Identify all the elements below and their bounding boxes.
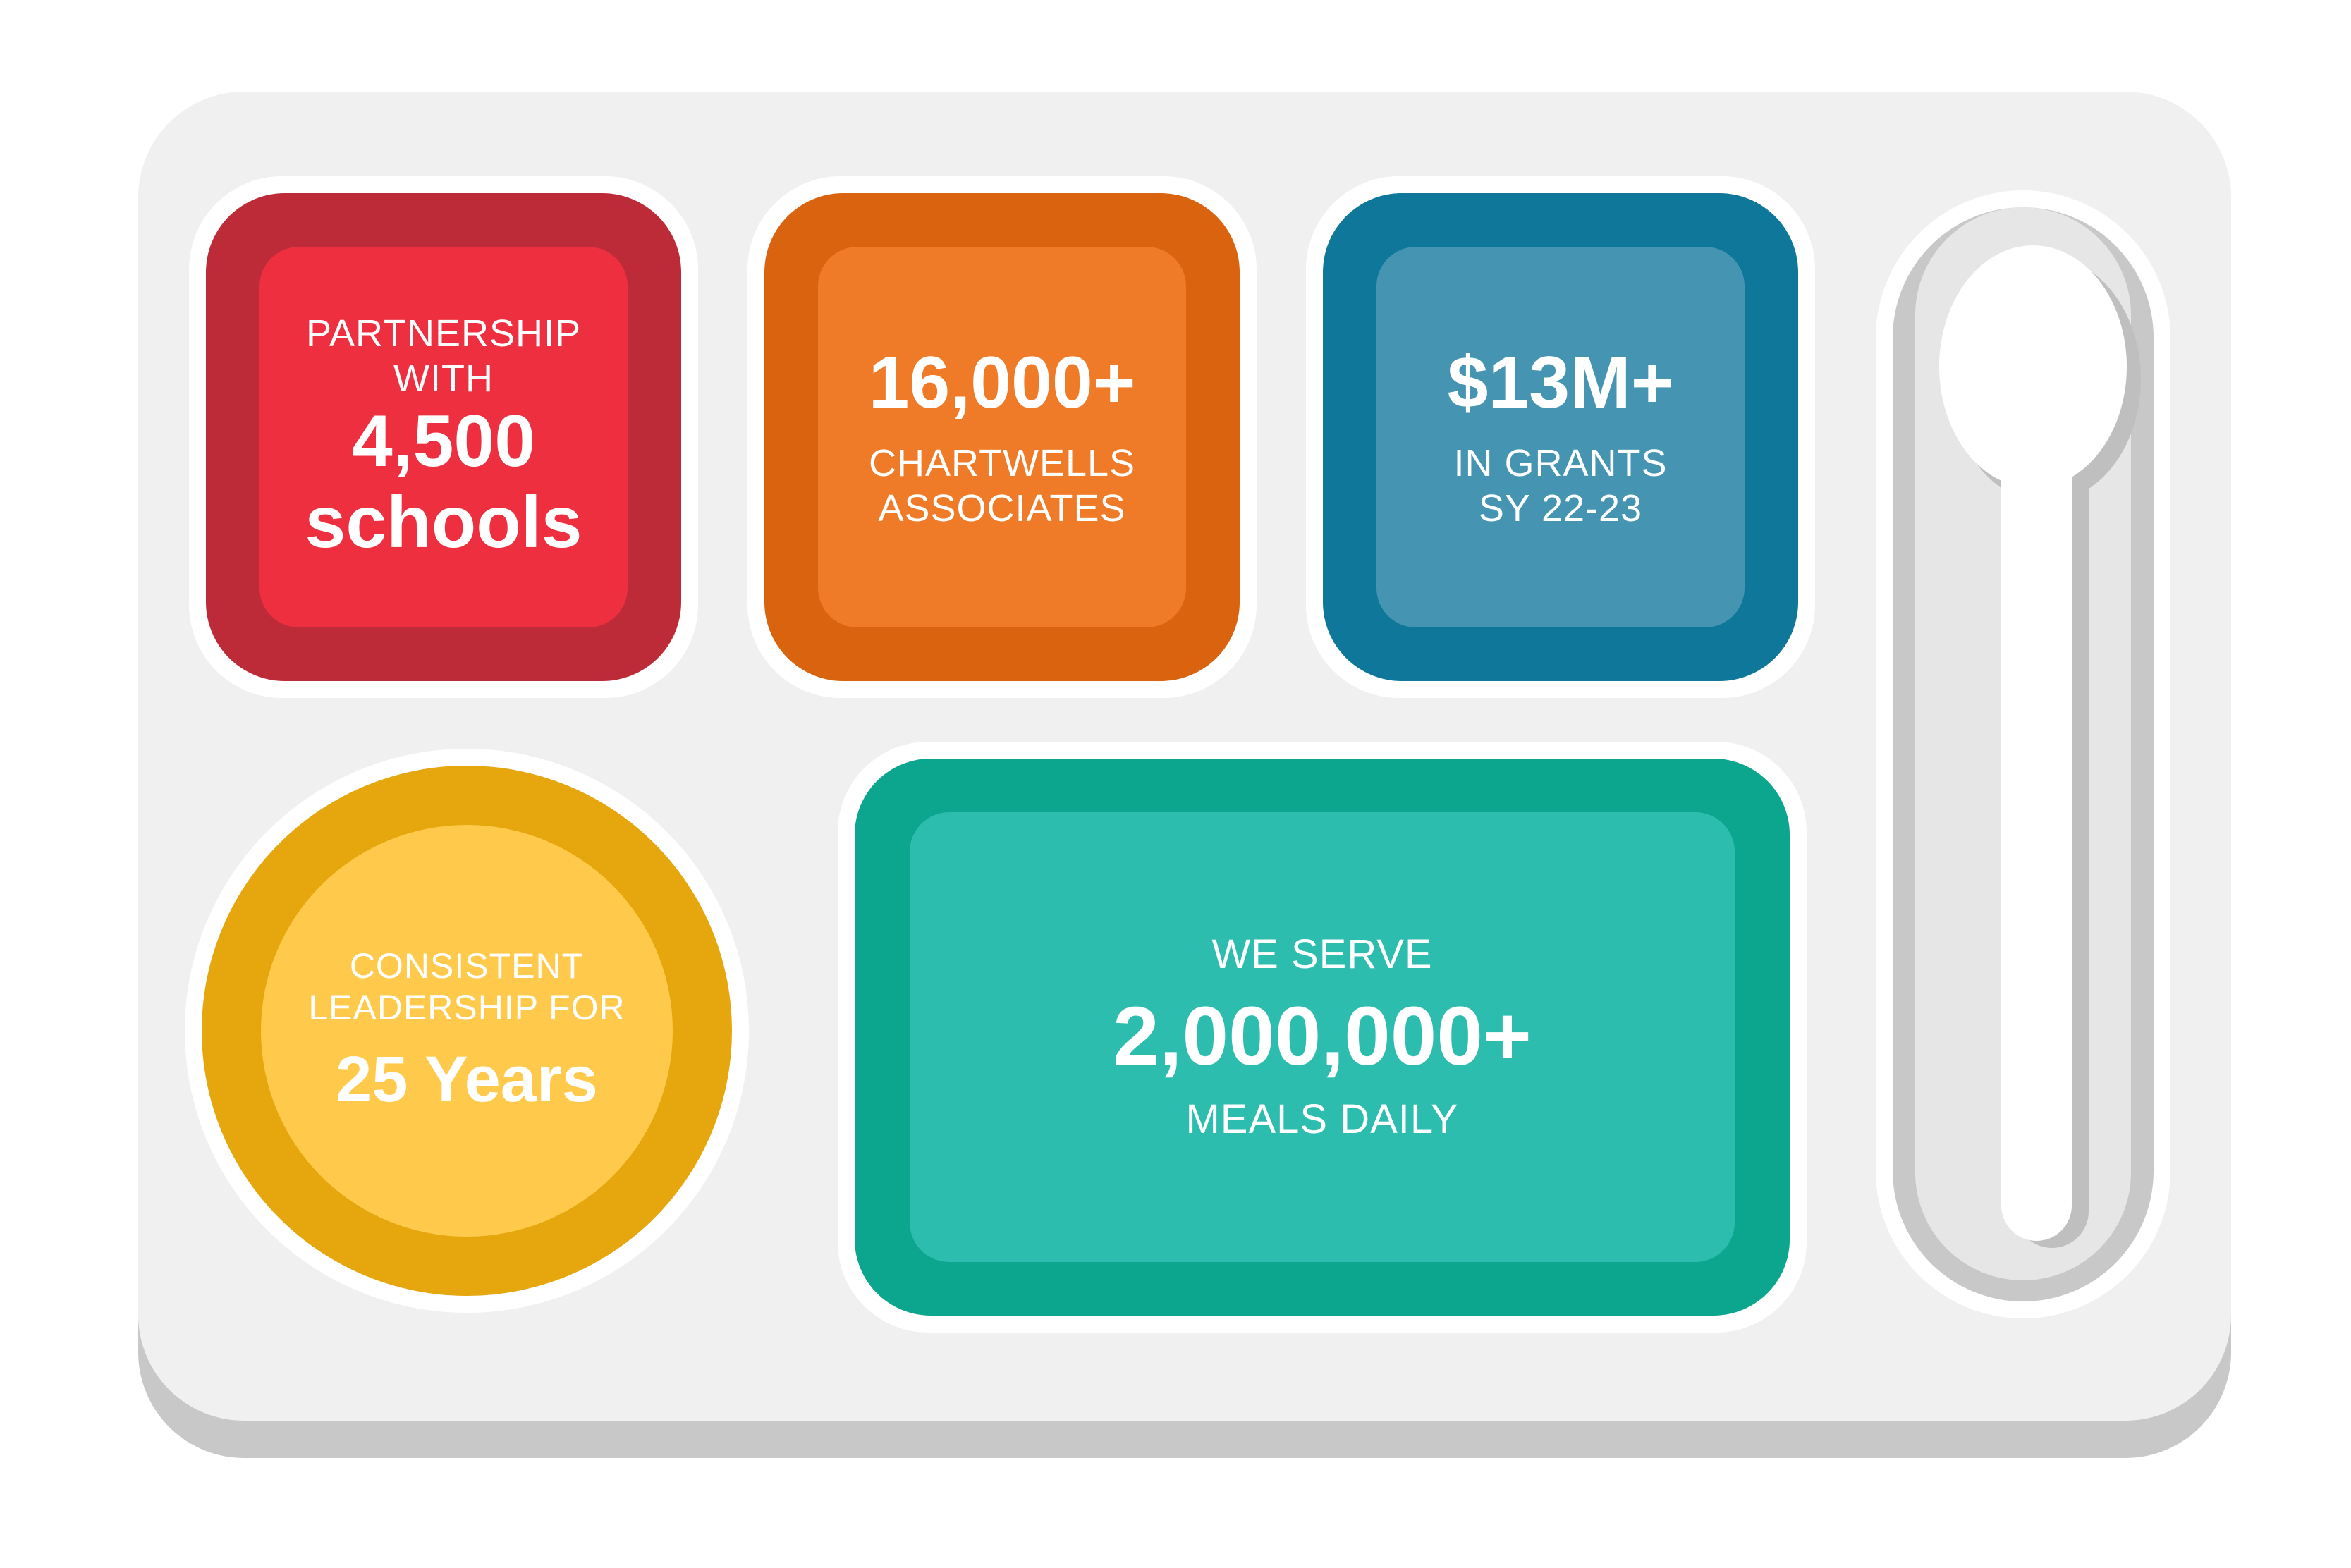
card-grants[interactable]: $13M+ IN GRANTS SY 22-23 — [1376, 247, 1745, 627]
card-leadership-label-top: CONSISTENT LEADERSHIP FOR — [308, 946, 625, 1028]
spoon-bowl-icon — [1939, 245, 2127, 488]
card-meals-value: 2,000,000+ — [1113, 990, 1532, 1084]
card-schools-value: 4,500 schools — [305, 400, 582, 563]
card-meals-label-bottom: MEALS DAILY — [1185, 1096, 1459, 1142]
card-associates-value: 16,000+ — [868, 342, 1136, 424]
card-leadership-value: 25 Years — [336, 1043, 598, 1116]
card-leadership[interactable]: CONSISTENT LEADERSHIP FOR 25 Years — [261, 825, 673, 1237]
card-grants-value: $13M+ — [1447, 342, 1674, 424]
card-schools-label-top: PARTNERSHIP WITH — [305, 312, 582, 400]
card-meals[interactable]: WE SERVE 2,000,000+ MEALS DAILY — [910, 812, 1735, 1262]
card-associates-label-bottom: CHARTWELLS ASSOCIATES — [868, 442, 1136, 530]
spoon-handle-icon — [2001, 437, 2072, 1241]
card-grants-label-bottom: IN GRANTS SY 22-23 — [1453, 442, 1668, 530]
card-associates[interactable]: 16,000+ CHARTWELLS ASSOCIATES — [818, 247, 1186, 627]
card-schools[interactable]: PARTNERSHIP WITH 4,500 schools — [259, 247, 628, 627]
card-meals-label-top: WE SERVE — [1211, 931, 1433, 977]
